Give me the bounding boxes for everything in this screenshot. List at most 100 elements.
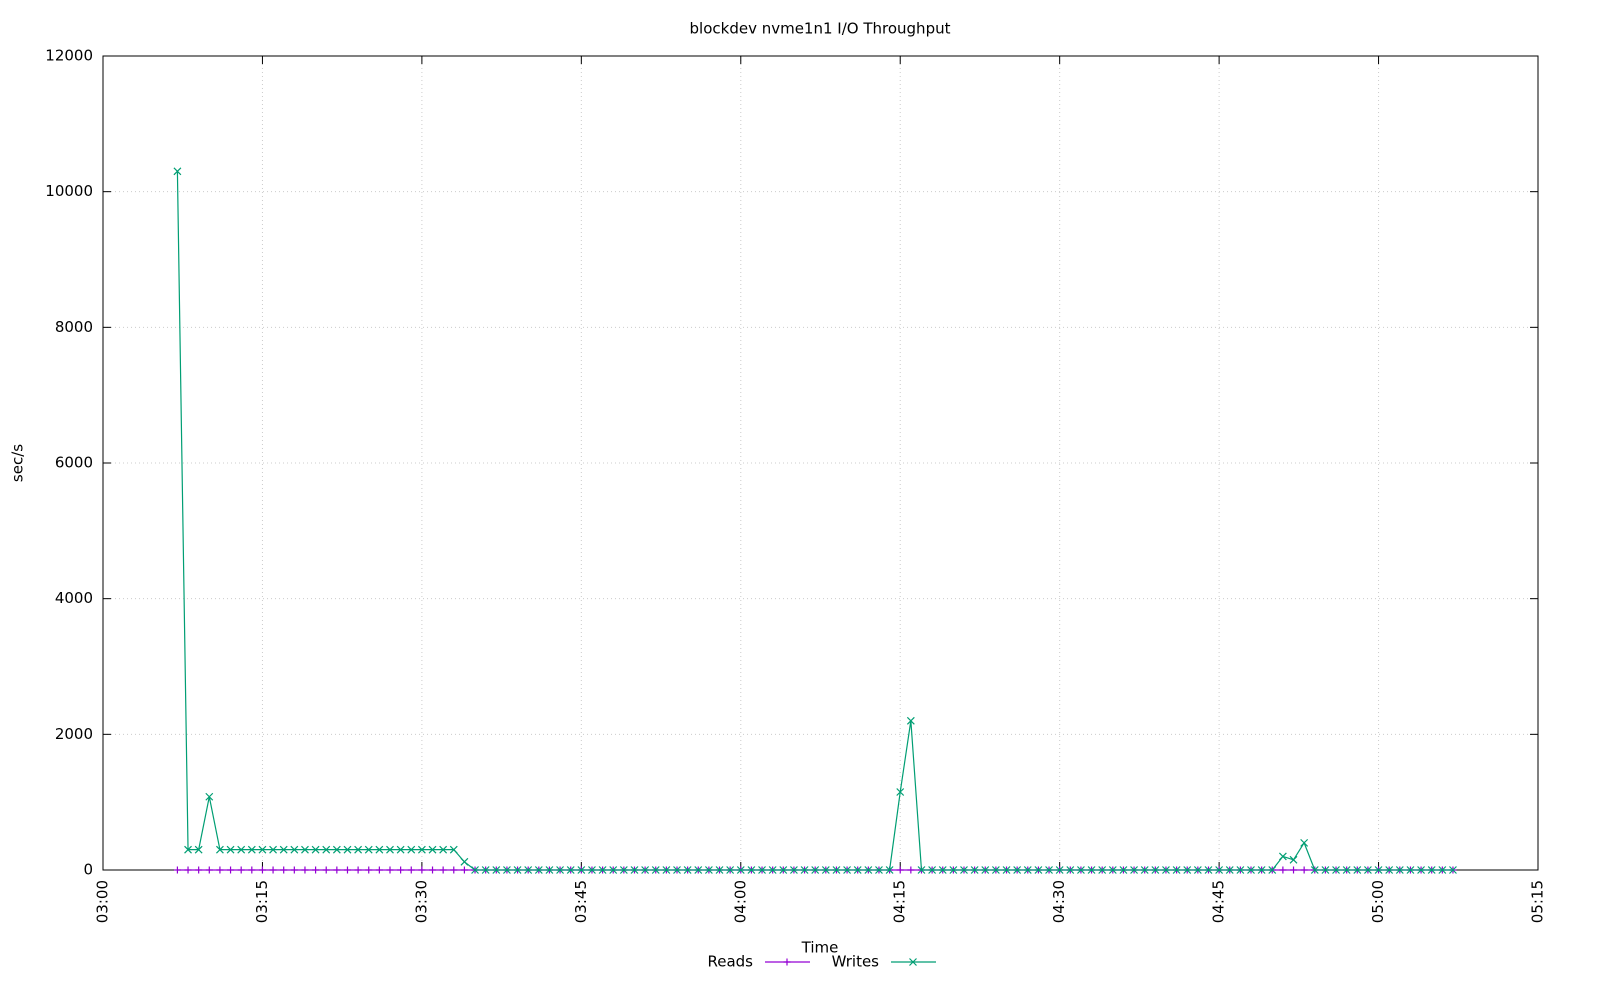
x-axis-label: Time — [801, 939, 839, 957]
point-marker — [1108, 866, 1117, 874]
point-marker — [991, 866, 1000, 874]
point-marker — [694, 866, 703, 874]
series-line — [176, 171, 1453, 871]
y-tick-label: 4000 — [55, 589, 93, 607]
point-marker — [1023, 866, 1032, 874]
y-tick-label: 2000 — [55, 725, 93, 743]
point-marker — [290, 866, 298, 874]
point-marker — [1172, 866, 1181, 874]
point-marker — [471, 866, 479, 874]
point-marker — [641, 866, 650, 874]
point-marker — [609, 866, 618, 874]
point-marker — [428, 845, 437, 854]
point-marker — [195, 866, 203, 874]
point-marker — [184, 866, 192, 874]
point-marker — [1332, 866, 1340, 874]
point-marker — [896, 788, 905, 796]
point-marker — [1279, 866, 1287, 874]
point-marker — [227, 866, 235, 874]
point-marker — [524, 866, 533, 874]
point-marker — [1406, 866, 1415, 874]
point-marker — [875, 866, 883, 874]
point-marker — [1193, 866, 1202, 874]
point-marker — [184, 845, 192, 854]
point-marker — [938, 866, 947, 874]
point-marker — [460, 857, 469, 866]
point-marker — [843, 866, 851, 874]
point-marker — [375, 845, 384, 854]
point-marker — [439, 866, 447, 874]
point-marker — [598, 866, 607, 874]
point-marker — [1438, 866, 1447, 874]
point-marker — [758, 866, 766, 874]
x-tick-label: 04:00 — [731, 880, 749, 923]
point-marker — [354, 866, 362, 874]
point-marker — [588, 866, 596, 874]
point-marker — [248, 866, 256, 874]
point-marker — [906, 716, 915, 725]
point-marker — [736, 866, 745, 874]
point-marker — [1066, 866, 1075, 874]
point-marker — [1055, 866, 1064, 874]
point-marker — [960, 866, 968, 874]
point-marker — [1353, 866, 1362, 874]
point-marker — [556, 866, 564, 874]
y-tick-label: 10000 — [45, 182, 93, 200]
legend-label: Reads — [707, 953, 753, 971]
x-tick-label: 05:00 — [1369, 880, 1387, 923]
point-marker — [173, 167, 182, 176]
point-marker — [343, 866, 351, 874]
point-marker — [332, 845, 341, 854]
point-marker — [566, 866, 575, 874]
point-marker — [1098, 866, 1107, 874]
point-marker — [237, 845, 246, 854]
y-tick-label: 6000 — [55, 454, 93, 472]
point-marker — [290, 845, 299, 854]
point-marker — [279, 845, 288, 854]
point-marker — [1427, 866, 1436, 874]
point-marker — [885, 866, 894, 874]
point-marker — [322, 866, 330, 874]
point-marker — [226, 845, 235, 854]
point-marker — [1342, 866, 1351, 874]
point-marker — [343, 845, 352, 854]
point-marker — [1225, 866, 1234, 874]
point-marker — [715, 866, 724, 874]
y-tick-label: 12000 — [45, 47, 93, 65]
x-tick-label: 04:30 — [1050, 880, 1068, 923]
point-marker — [981, 866, 990, 874]
point-marker — [928, 866, 937, 874]
point-marker — [513, 866, 522, 874]
point-marker — [322, 845, 331, 854]
point-marker — [768, 866, 777, 874]
point-marker — [450, 866, 458, 874]
point-marker — [726, 866, 735, 874]
point-marker — [365, 866, 373, 874]
x-tick-label: 04:15 — [891, 880, 909, 923]
point-marker — [1385, 866, 1394, 874]
point-marker — [216, 845, 224, 854]
point-marker — [269, 866, 277, 874]
point-marker — [1162, 866, 1170, 874]
legend-label: Writes — [832, 953, 880, 971]
point-marker — [503, 866, 511, 874]
point-marker — [1215, 866, 1224, 874]
point-marker — [630, 866, 639, 874]
point-marker — [258, 866, 266, 874]
point-marker — [1077, 866, 1085, 874]
point-marker — [1289, 855, 1298, 864]
point-marker — [970, 866, 979, 874]
point-marker — [864, 866, 873, 874]
point-marker — [280, 866, 288, 874]
point-marker — [1449, 866, 1457, 874]
point-marker — [790, 866, 798, 874]
point-marker — [1300, 866, 1308, 874]
point-marker — [194, 845, 203, 854]
point-marker — [407, 845, 416, 854]
point-marker — [418, 866, 426, 874]
point-marker — [1151, 866, 1160, 874]
point-marker — [1321, 866, 1330, 874]
point-marker — [577, 866, 586, 874]
point-marker — [949, 866, 958, 874]
